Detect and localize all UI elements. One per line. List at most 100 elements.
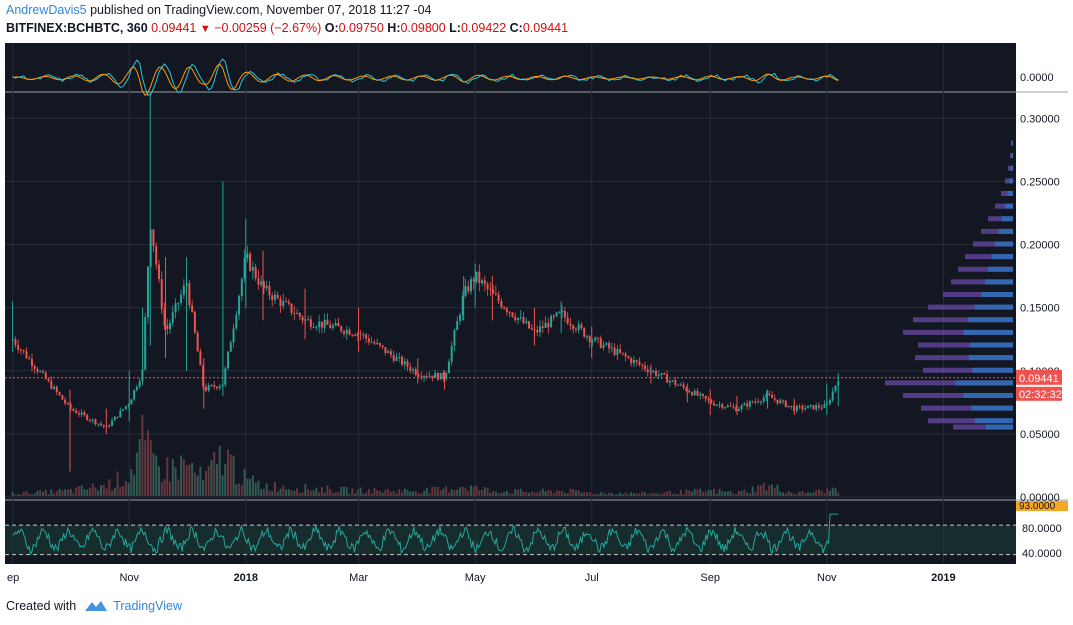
volume-bar (674, 493, 677, 496)
candle-body (58, 392, 61, 396)
candle-body (831, 391, 834, 401)
open-value: 0.09750 (338, 21, 384, 35)
time-tick-label: 2018 (234, 572, 258, 584)
volume-bar (624, 492, 627, 496)
volume-bar (301, 492, 304, 496)
profile-bar (915, 355, 1013, 361)
candle-body (815, 405, 818, 410)
candle-body (326, 319, 329, 325)
volume-bar (798, 491, 801, 496)
volume-bar (22, 491, 25, 496)
volume-bar (616, 494, 619, 496)
candle-body (251, 267, 254, 271)
volume-bar (97, 490, 100, 496)
price-tick-label: 0.30000 (1020, 113, 1060, 125)
price-change: −0.00259 (−2.67%) (214, 21, 322, 35)
tradingview-brand[interactable]: TradingView (84, 599, 182, 613)
volume-bar (759, 485, 762, 496)
candle-body (724, 407, 727, 409)
candle-body (699, 393, 702, 396)
candle-body (340, 326, 343, 332)
volume-bar (533, 492, 536, 496)
volume-bar (530, 491, 533, 496)
volume-bar (334, 492, 337, 496)
candle-body (453, 330, 456, 346)
volume-bar (326, 485, 329, 496)
volume-bar (409, 491, 412, 496)
candle-body (14, 339, 17, 345)
volume-bar (660, 493, 663, 496)
candle-body (174, 303, 177, 313)
candle-body (157, 264, 160, 280)
candle-body (376, 342, 379, 344)
profile-bar (968, 317, 1013, 323)
candle-body (122, 409, 125, 411)
volume-bar (627, 494, 630, 496)
volume-bar (279, 488, 282, 496)
candle-body (494, 293, 497, 295)
rsi-last-label: 93.0000 (1019, 501, 1056, 512)
volume-bar (47, 494, 50, 496)
profile-bar (1011, 140, 1013, 146)
candle-body (721, 404, 724, 408)
candle-body (497, 294, 500, 302)
candle-body (751, 401, 754, 403)
candle-body (759, 401, 762, 403)
candle-body (566, 317, 569, 324)
volume-bar (815, 490, 818, 496)
candle-body (42, 371, 45, 373)
candle-body (329, 324, 332, 329)
candle-body (160, 279, 163, 310)
profile-bar (981, 228, 1013, 234)
candle-body (320, 321, 323, 328)
volume-bar (25, 491, 28, 496)
candle-body (563, 310, 566, 318)
volume-bar (238, 483, 241, 496)
volume-bar (563, 493, 566, 496)
candle-body (795, 405, 798, 411)
volume-bar (356, 489, 359, 496)
volume-bar (735, 494, 738, 496)
candle-body (395, 357, 398, 361)
time-axis: ep Nov 2018 Mar May Jul Sep Nov 2019 (7, 572, 956, 584)
price-tick-label: 0.15000 (1020, 303, 1060, 315)
volume-bar (91, 483, 94, 496)
candle-body (144, 317, 147, 370)
volume-bar (309, 490, 312, 496)
candle-body (177, 302, 180, 304)
volume-bar (646, 494, 649, 496)
candle-body (188, 283, 191, 306)
candle-body (387, 351, 390, 354)
volume-bar (768, 485, 771, 496)
candle-body (22, 350, 25, 352)
time-tick-label: Nov (119, 572, 139, 584)
candle-body (558, 311, 561, 313)
high-label: H: (387, 21, 401, 35)
volume-bar (834, 488, 837, 496)
candle-body (445, 373, 448, 379)
author-link[interactable]: AndrewDavis5 (6, 3, 87, 17)
time-tick-label: 2019 (931, 572, 955, 584)
volume-bar (191, 462, 194, 496)
candle-body (746, 403, 749, 407)
volume-bar (458, 487, 461, 496)
rsi-last-tag (1016, 501, 1068, 511)
candle-body (285, 300, 288, 302)
volume-bar (340, 486, 343, 496)
candle-body (130, 399, 133, 405)
candle-body (381, 345, 384, 348)
candle-body (356, 333, 359, 336)
volume-bar (19, 494, 22, 496)
profile-bar (973, 241, 1013, 247)
candle-body (621, 352, 624, 354)
published-text: published on TradingView.com, November 0… (86, 3, 432, 17)
volume-bar (260, 489, 263, 496)
volume-bar (403, 488, 406, 496)
candle-body (757, 401, 760, 403)
candle-body (470, 279, 473, 292)
candle-body (643, 365, 646, 370)
volume-bar (315, 487, 318, 496)
candle-body (235, 314, 238, 329)
countdown-tag (1016, 386, 1062, 401)
